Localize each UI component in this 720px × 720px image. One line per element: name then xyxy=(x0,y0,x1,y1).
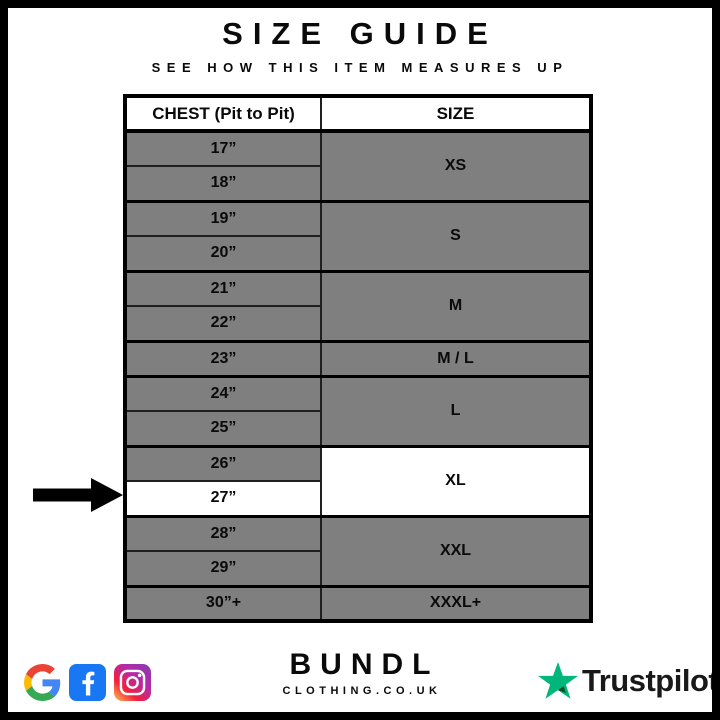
facebook-icon xyxy=(69,664,106,701)
table-row: 26” XL xyxy=(125,444,591,516)
table-row: 18” xyxy=(125,165,591,201)
size-cell: S xyxy=(321,199,591,271)
google-icon xyxy=(24,664,61,701)
chest-cell: 18” xyxy=(125,165,322,201)
table-row: 30”+ XXXL+ xyxy=(125,584,591,621)
table-row: 27” xyxy=(125,480,591,516)
page-subtitle: SEE HOW THIS ITEM MEASURES UP xyxy=(151,60,569,75)
chest-cell: 22” xyxy=(125,305,322,341)
brand-name: BUNDL xyxy=(289,648,440,681)
chest-cell: 25” xyxy=(125,410,322,446)
table-header-row: CHEST (Pit to Pit) SIZE xyxy=(125,96,591,133)
highlight-arrow-icon xyxy=(33,478,123,512)
col-header-chest: CHEST (Pit to Pit) xyxy=(125,96,322,133)
page-title: SIZE GUIDE xyxy=(222,16,498,51)
size-cell: M xyxy=(321,269,591,341)
table-row: 22” xyxy=(125,305,591,341)
trustpilot-star-icon xyxy=(538,662,578,699)
chest-cell: 21” xyxy=(125,269,322,306)
table-row: 28” XXL xyxy=(125,514,591,586)
social-icons xyxy=(24,664,151,701)
table-row: 17” XS xyxy=(125,129,591,201)
table-row: 24” L xyxy=(125,374,591,446)
instagram-icon xyxy=(114,664,151,701)
chest-cell: 30”+ xyxy=(125,584,322,621)
col-header-size: SIZE xyxy=(321,96,591,133)
size-table: CHEST (Pit to Pit) SIZE 17” XS 18” 19” S 20” 2… xyxy=(123,94,593,623)
chest-cell: 20” xyxy=(125,235,322,271)
table-row: 20” xyxy=(125,235,591,271)
size-cell: XXXL+ xyxy=(321,584,591,621)
size-cell: M / L xyxy=(321,339,591,376)
chest-cell: 24” xyxy=(125,374,322,411)
table-row: 29” xyxy=(125,550,591,586)
chest-cell: 26” xyxy=(125,444,322,481)
chest-cell: 28” xyxy=(125,514,322,551)
size-table-body: 17” XS 18” 19” S 20” 21” M 22” 23” M / L 24” L 25” 26”… xyxy=(125,129,591,621)
chest-cell: 29” xyxy=(125,550,322,586)
size-cell: XXL xyxy=(321,514,591,586)
table-row: 25” xyxy=(125,410,591,446)
brand-logo: BUNDL CLOTHING.CO.UK xyxy=(8,648,712,697)
chest-cell: 17” xyxy=(125,129,322,166)
brand-domain: CLOTHING.CO.UK xyxy=(282,685,442,697)
table-row: 19” S xyxy=(125,199,591,271)
size-cell: XS xyxy=(321,129,591,201)
chest-cell: 27” xyxy=(125,480,322,516)
trustpilot-label: Trustpilot xyxy=(582,663,719,698)
size-cell: L xyxy=(321,374,591,446)
chest-cell: 23” xyxy=(125,339,322,376)
table-row: 23” M / L xyxy=(125,339,591,376)
trustpilot-logo: Trustpilot xyxy=(538,662,719,700)
size-cell: XL xyxy=(321,444,591,516)
table-row: 21” M xyxy=(125,269,591,341)
chest-cell: 19” xyxy=(125,199,322,236)
